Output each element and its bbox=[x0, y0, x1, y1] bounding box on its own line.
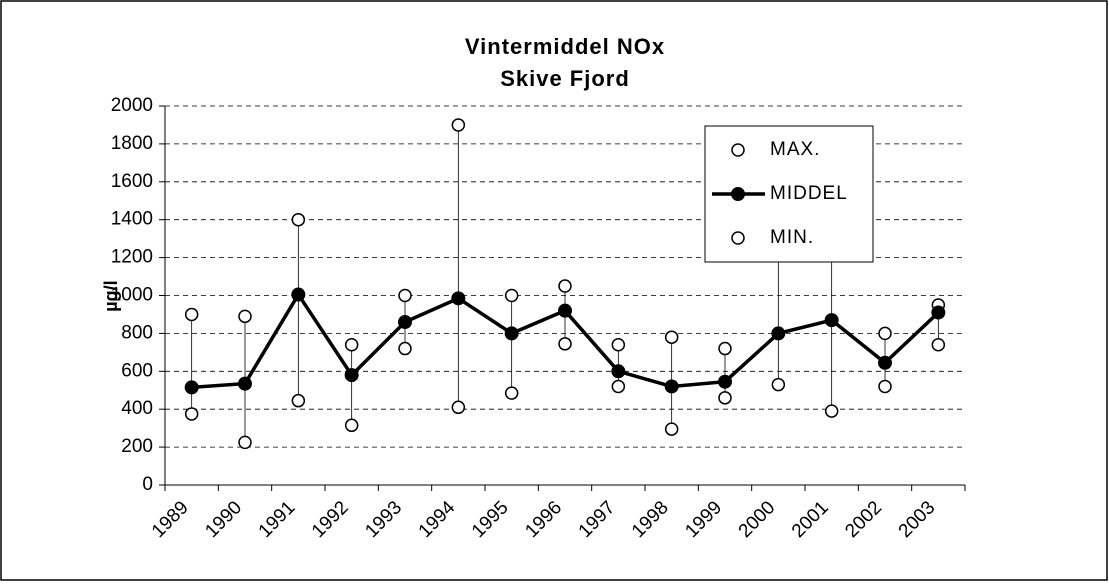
open-marker bbox=[504, 288, 519, 303]
filled-marker bbox=[558, 303, 572, 318]
open-marker bbox=[451, 118, 466, 132]
filled-marker bbox=[504, 326, 519, 341]
legend-marker bbox=[731, 231, 745, 245]
y-tick-label: 1800 bbox=[111, 133, 153, 154]
chart-title: Vintermiddel NOx bbox=[465, 34, 665, 59]
legend-label: MAX. bbox=[770, 139, 820, 160]
filled-marker bbox=[664, 379, 679, 394]
open-marker bbox=[398, 288, 412, 303]
open-marker bbox=[931, 338, 946, 352]
open-marker bbox=[344, 418, 359, 433]
open-marker bbox=[291, 212, 306, 227]
y-tick-label: 1600 bbox=[111, 171, 153, 192]
legend-label: MIDDEL bbox=[770, 183, 848, 204]
open-marker bbox=[664, 330, 679, 344]
filled-marker bbox=[184, 380, 199, 395]
open-marker bbox=[664, 422, 679, 436]
open-marker bbox=[718, 341, 732, 356]
y-tick-label: 2000 bbox=[111, 95, 153, 116]
filled-marker bbox=[931, 305, 946, 320]
open-marker bbox=[824, 404, 839, 418]
open-marker bbox=[238, 435, 252, 450]
y-tick-label: 1400 bbox=[111, 209, 153, 230]
filled-marker bbox=[824, 313, 839, 328]
open-marker bbox=[611, 338, 626, 352]
filled-marker bbox=[878, 355, 892, 370]
open-marker bbox=[718, 391, 732, 405]
open-marker bbox=[878, 326, 892, 341]
filled-marker bbox=[718, 374, 732, 389]
y-tick-label: 400 bbox=[121, 398, 153, 419]
y-tick-label: 0 bbox=[142, 474, 153, 495]
open-marker bbox=[611, 379, 626, 394]
open-marker bbox=[878, 379, 892, 394]
filled-marker bbox=[451, 291, 466, 306]
legend-label: MIN. bbox=[770, 227, 814, 248]
open-marker bbox=[558, 337, 572, 351]
open-marker bbox=[771, 377, 786, 392]
y-tick-label: 1200 bbox=[111, 247, 153, 268]
open-marker bbox=[291, 393, 306, 408]
open-marker bbox=[451, 400, 466, 415]
filled-marker bbox=[771, 326, 786, 341]
legend-marker bbox=[731, 143, 745, 157]
filled-marker bbox=[611, 364, 626, 379]
legend-marker bbox=[731, 187, 745, 201]
open-marker bbox=[344, 338, 359, 352]
open-marker bbox=[238, 309, 252, 324]
filled-marker bbox=[238, 376, 252, 391]
open-marker bbox=[504, 386, 519, 400]
filled-marker bbox=[398, 315, 412, 330]
filled-marker bbox=[344, 368, 359, 383]
open-marker bbox=[398, 341, 412, 356]
y-tick-label: 800 bbox=[121, 322, 153, 343]
open-marker bbox=[184, 307, 199, 322]
filled-marker bbox=[291, 287, 306, 302]
y-tick-label: 200 bbox=[121, 436, 153, 457]
chart-subtitle: Skive Fjord bbox=[500, 66, 630, 91]
y-axis-label: µg/l bbox=[101, 280, 121, 311]
open-marker bbox=[558, 279, 572, 293]
y-tick-label: 600 bbox=[121, 360, 153, 381]
open-marker bbox=[184, 407, 199, 421]
y-tick-label: 1000 bbox=[111, 285, 153, 306]
